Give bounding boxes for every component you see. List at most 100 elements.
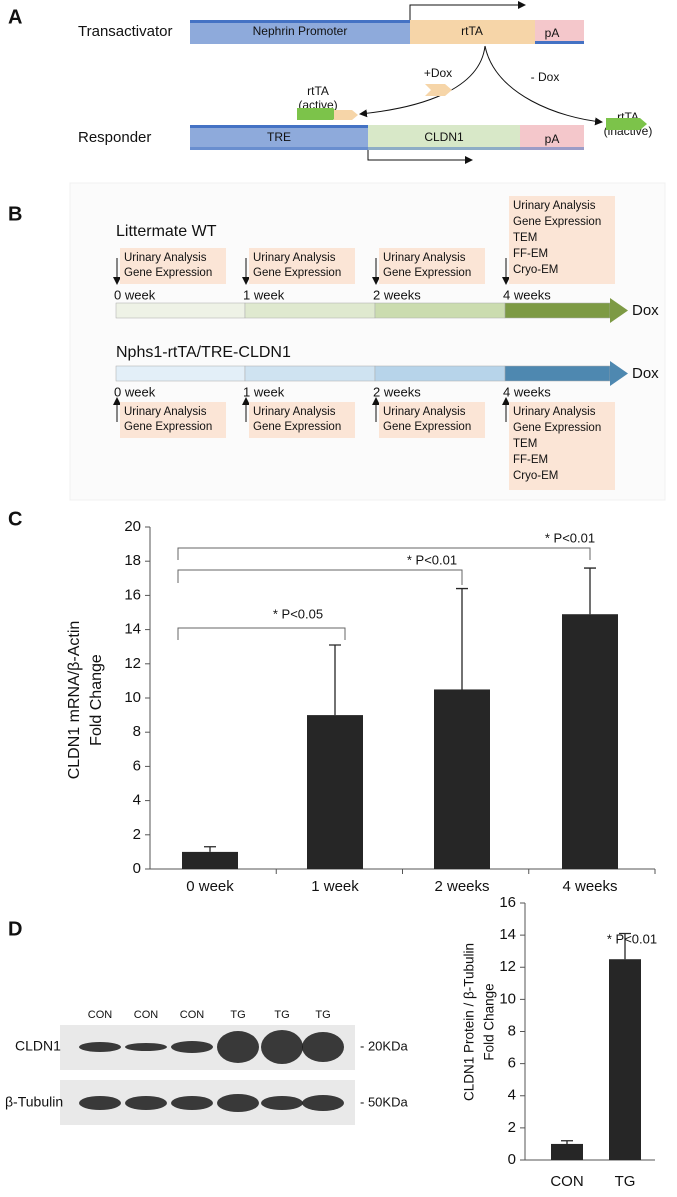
- size-marker: - 20KDa: [360, 1038, 408, 1053]
- blot-band: [217, 1031, 259, 1063]
- polya-label: pA: [545, 132, 560, 146]
- y-tick-label: 16: [124, 586, 141, 603]
- assay-box: [249, 402, 355, 438]
- y-tick-label: 10: [124, 689, 141, 706]
- assay-box: [509, 402, 615, 490]
- assay-label: Gene Expression: [513, 422, 601, 434]
- timeline-segment: [504, 302, 611, 319]
- polya-edge: [535, 41, 584, 44]
- y-axis-label: Fold Change: [482, 983, 497, 1060]
- assay-label: TEM: [513, 232, 537, 244]
- y-tick-label: 16: [499, 894, 516, 911]
- promoter-box: [190, 20, 410, 44]
- y-tick-label: 14: [124, 621, 141, 638]
- timepoint-label: 0 week: [114, 384, 156, 399]
- y-axis-label: CLDN1 Protein / β-Tubulin: [462, 943, 477, 1101]
- assay-box: [249, 248, 355, 284]
- y-tick-label: 10: [499, 990, 516, 1007]
- assay-label: Gene Expression: [383, 267, 471, 279]
- significance-label: * P<0.01: [407, 552, 457, 567]
- gene-label: rtTA: [461, 24, 483, 38]
- dox-molecule: [425, 84, 452, 96]
- x-tick-label: 4 weeks: [562, 878, 617, 895]
- assay-label: FF-EM: [513, 248, 548, 260]
- timepoint-label: 4 weeks: [503, 384, 551, 399]
- assay-label: Urinary Analysis: [383, 252, 466, 264]
- significance-bracket: [177, 569, 463, 585]
- bar: [609, 959, 641, 1160]
- y-tick-label: 0: [508, 1151, 516, 1168]
- group-title: Littermate WT: [116, 223, 217, 240]
- timeline-segment: [115, 302, 246, 319]
- timeline-head: [610, 361, 628, 386]
- timeline-segment: [374, 302, 506, 319]
- dox-label: +Dox: [424, 66, 452, 80]
- assay-box: [379, 402, 485, 438]
- promoter-label: TRE: [267, 130, 291, 144]
- blot-band: [79, 1096, 121, 1110]
- blot-band: [261, 1096, 303, 1110]
- lane-label: TG: [274, 1009, 289, 1021]
- size-marker: - 50KDa: [360, 1094, 408, 1109]
- significance-label: * P<0.01: [607, 931, 657, 946]
- polya-edge: [190, 147, 584, 150]
- timepoint-label: 4 weeks: [503, 287, 551, 302]
- timeline-segment: [115, 365, 246, 382]
- y-tick-label: 8: [508, 1022, 516, 1039]
- x-tick-label: CON: [550, 1173, 583, 1190]
- bar: [562, 614, 618, 869]
- assay-label: Cryo-EM: [513, 264, 558, 276]
- timeline-segment: [244, 365, 376, 382]
- timeline-segment: [244, 302, 376, 319]
- promoter-label: Nephrin Promoter: [253, 24, 348, 38]
- group-title: Nphs1-rtTA/TRE-CLDN1: [116, 344, 291, 361]
- error-bar: [204, 846, 216, 852]
- timepoint-label: 0 week: [114, 287, 156, 302]
- blot-band: [302, 1032, 344, 1062]
- y-tick-label: 2: [508, 1119, 516, 1136]
- assay-label: Gene Expression: [253, 421, 341, 433]
- y-tick-label: 4: [508, 1087, 516, 1104]
- y-tick-label: 4: [133, 792, 141, 809]
- assay-label: Gene Expression: [124, 421, 212, 433]
- assay-label: Urinary Analysis: [513, 200, 596, 212]
- error-bar: [456, 587, 468, 690]
- x-tick-label: 1 week: [311, 878, 359, 895]
- panel-label: D: [8, 918, 22, 940]
- construct-name: Transactivator: [78, 23, 172, 40]
- tre-box: [190, 125, 368, 150]
- significance-label: * P<0.05: [273, 606, 323, 621]
- assay-label: Urinary Analysis: [124, 252, 207, 264]
- tss-arrow: [409, 1, 526, 20]
- x-tick-label: 2 weeks: [434, 878, 489, 895]
- x-tick-label: 0 week: [186, 878, 234, 895]
- y-tick-label: 14: [499, 926, 516, 943]
- treatment-label: Dox: [632, 365, 659, 382]
- assay-box: [120, 402, 226, 438]
- blot-band: [79, 1042, 121, 1052]
- plus-dox-arrow: [359, 45, 486, 118]
- polya-box: [535, 20, 584, 44]
- assay-label: Gene Expression: [124, 267, 212, 279]
- assay-label: FF-EM: [513, 454, 548, 466]
- blot-row-label: CLDN1: [15, 1038, 61, 1054]
- assay-label: Urinary Analysis: [253, 406, 336, 418]
- assay-label: Cryo-EM: [513, 470, 558, 482]
- lane-label: CON: [134, 1009, 159, 1021]
- tre-edge: [190, 125, 368, 128]
- promoter-edge: [190, 20, 410, 23]
- y-tick-label: 0: [133, 860, 141, 877]
- dox-label: - Dox: [531, 70, 560, 84]
- lane-label: CON: [88, 1009, 113, 1021]
- y-axis-label: CLDN1 mRNA/β-Actin: [66, 621, 83, 780]
- blot-band: [125, 1096, 167, 1110]
- assay-label: Gene Expression: [253, 267, 341, 279]
- error-bar: [329, 644, 341, 716]
- assay-label: TEM: [513, 438, 537, 450]
- timepoint-label: 1 week: [243, 384, 285, 399]
- timepoint-label: 2 weeks: [373, 384, 421, 399]
- lane-label: TG: [230, 1009, 245, 1021]
- y-tick-label: 12: [124, 655, 141, 672]
- blot-band: [171, 1041, 213, 1053]
- lane-label: CON: [180, 1009, 205, 1021]
